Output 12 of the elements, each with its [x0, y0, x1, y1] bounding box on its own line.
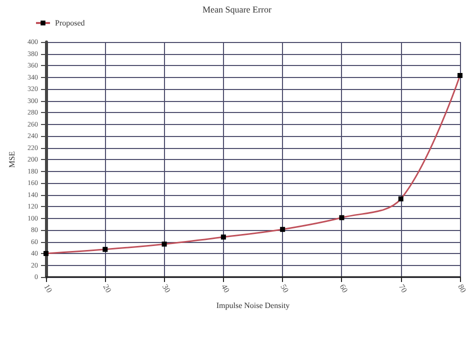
- y-axis-title: MSE: [8, 151, 16, 168]
- x-tick-label: 20: [101, 282, 114, 294]
- x-tick-label: 40: [220, 282, 232, 294]
- chart-title: Mean Square Error: [202, 4, 272, 14]
- legend-label: Proposed: [55, 18, 85, 28]
- x-tick-label: 60: [338, 282, 350, 294]
- x-tick-label: 30: [160, 282, 172, 294]
- x-tick-label: 80: [456, 282, 468, 294]
- x-axis-title: Impulse Noise Density: [216, 300, 290, 310]
- x-tick-label: 50: [278, 282, 290, 294]
- x-tick-label: 10: [42, 282, 54, 294]
- x-tick-label: 70: [396, 282, 409, 294]
